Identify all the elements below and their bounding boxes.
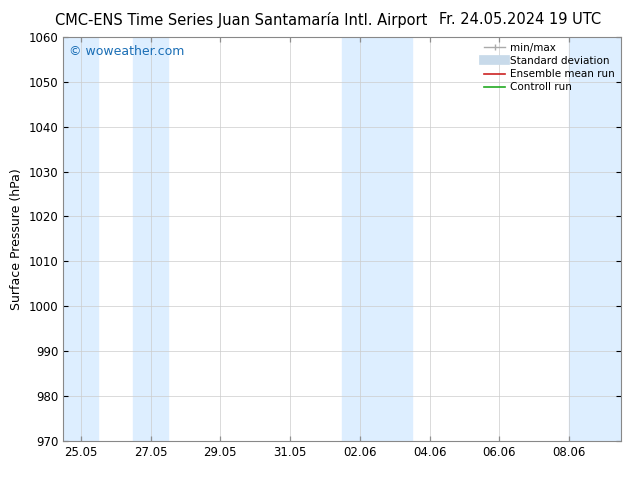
Text: Fr. 24.05.2024 19 UTC: Fr. 24.05.2024 19 UTC: [439, 12, 601, 27]
Y-axis label: Surface Pressure (hPa): Surface Pressure (hPa): [10, 168, 23, 310]
Bar: [342, 37, 412, 441]
Legend: min/max, Standard deviation, Ensemble mean run, Controll run: min/max, Standard deviation, Ensemble me…: [480, 39, 619, 97]
Text: CMC-ENS Time Series Juan Santamaría Intl. Airport: CMC-ENS Time Series Juan Santamaría Intl…: [55, 12, 427, 28]
Text: © woweather.com: © woweather.com: [69, 45, 184, 58]
Bar: [133, 37, 168, 441]
Bar: [569, 37, 621, 441]
Bar: [63, 37, 98, 441]
